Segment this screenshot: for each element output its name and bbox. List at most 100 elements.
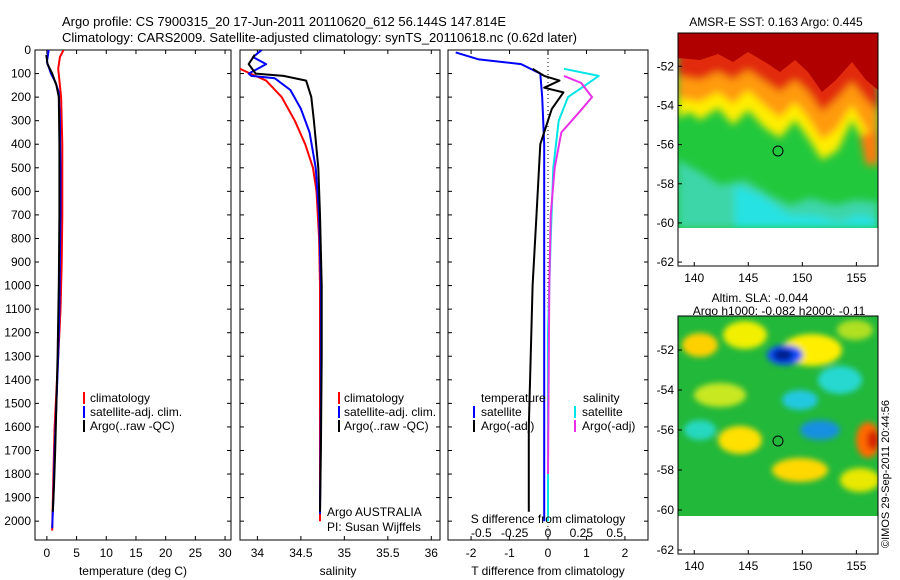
s-difference-tick-label: 0.25: [570, 526, 594, 540]
sst-map-axes: 140 145 150 155 -52 -54 -56 -58 -60 -62: [657, 59, 867, 285]
depth-tick-label: 0: [24, 43, 31, 57]
x-tick-label: 0: [44, 546, 51, 560]
s-difference-tick-label: 0: [545, 526, 552, 540]
series-line-salinity-argo-adj: [547, 74, 593, 475]
series-line-temperature-satellite: [455, 51, 546, 522]
legend-label: satellite: [582, 405, 623, 419]
longitude-tick-label: 145: [738, 559, 758, 573]
temperature-x-label: temperature (deg C): [79, 564, 187, 578]
depth-tick-label: 1800: [4, 467, 31, 481]
principal-investigator-annotation: PI: Susan Wijffels: [327, 520, 421, 534]
x-tick-label: 30: [218, 546, 232, 560]
depth-tick-label: 1400: [4, 373, 31, 387]
temperature-series: [45, 50, 65, 531]
depth-tick-label: 200: [11, 90, 31, 104]
depth-tick-label: 1500: [4, 396, 31, 410]
latitude-tick-label: -62: [657, 543, 675, 557]
legend-label: Argo(..raw -QC): [344, 419, 429, 433]
depth-tick-label: 500: [11, 161, 31, 175]
depth-tick-label: 1300: [4, 349, 31, 363]
longitude-tick-label: 155: [846, 559, 866, 573]
figure-subtitle: Climatology: CARS2009. Satellite-adjuste…: [62, 30, 577, 45]
depth-tick-label: 800: [11, 231, 31, 245]
depth-tick-label: 1700: [4, 443, 31, 457]
x-tick-label: 25: [189, 546, 203, 560]
salinity-x-axis: 34 34.5 35 35.5 36: [251, 50, 439, 560]
latitude-tick-label: -56: [657, 423, 675, 437]
latitude-tick-label: -60: [657, 216, 675, 230]
sst-heatmap: [678, 33, 878, 228]
depth-tick-label: 300: [11, 114, 31, 128]
series-line-temperature-argo-adj: [527, 67, 565, 512]
copyright-stamp: ©IMOS 29-Sep-2011 20:44:56: [880, 400, 892, 548]
latitude-tick-label: -52: [657, 59, 675, 73]
longitude-tick-label: 155: [846, 271, 866, 285]
t-difference-x-label: T difference from climatology: [471, 564, 625, 578]
s-difference-tick-label: -0.25: [501, 526, 529, 540]
legend-label: Argo(-adj): [481, 419, 534, 433]
legend-label: climatology: [90, 391, 150, 405]
depth-tick-label: 1100: [5, 302, 31, 316]
depth-tick-label: 1200: [4, 326, 31, 340]
depth-tick-label: 2000: [4, 514, 31, 528]
series-line-argo-raw-qc: [45, 54, 61, 512]
legend-label: Argo(-adj): [582, 419, 635, 433]
latitude-tick-label: -58: [657, 177, 675, 191]
figure-title: Argo profile: CS 7900315_20 17-Jun-2011 …: [62, 14, 507, 29]
sla-map-title: Altim. SLA: -0.044: [712, 291, 809, 305]
s-difference-x-label: S difference from climatology: [471, 512, 626, 526]
x-tick-label: 35: [338, 546, 352, 560]
x-tick-label: 15: [129, 546, 143, 560]
salinity-legend: climatology satellite-adj. clim. Argo(..…: [338, 391, 436, 433]
latitude-tick-label: -54: [657, 383, 675, 397]
s-difference-tick-label: -0.5: [471, 526, 492, 540]
x-tick-label: -2: [466, 546, 477, 560]
x-tick-label: -1: [504, 546, 515, 560]
sla-map-axes: 140 145 150 155 -52 -54 -56 -58 -60 -62: [657, 343, 867, 573]
x-tick-label: 10: [100, 546, 114, 560]
sla-heatmap: [678, 316, 878, 516]
argo-location-marker: [772, 145, 784, 157]
x-tick-label: 20: [159, 546, 173, 560]
depth-tick-label: 700: [11, 208, 31, 222]
depth-axis: 0 100 200 300 400 500 600 700 800 900 1000 1100 1200…: [4, 43, 648, 528]
longitude-tick-label: 140: [684, 271, 704, 285]
t-difference-x-axis: -2 -1 0 1 2: [466, 50, 629, 560]
latitude-tick-label: -60: [657, 503, 675, 517]
longitude-tick-label: 140: [684, 559, 704, 573]
sla-map-frame: [677, 315, 879, 555]
latitude-tick-label: -58: [657, 463, 675, 477]
legend-label: satellite-adj. clim.: [90, 405, 182, 419]
depth-tick-label: 1900: [4, 491, 31, 505]
depth-tick-label: 600: [11, 184, 31, 198]
depth-tick-label: 100: [11, 67, 31, 81]
x-tick-label: 1: [583, 546, 590, 560]
sla-map-subtitle: Argo h1000: -0.082 h2000: -0.11: [693, 304, 866, 318]
x-tick-label: 34.5: [289, 546, 313, 560]
x-tick-label: 0: [545, 546, 552, 560]
legend-group-title: salinity: [583, 391, 620, 405]
x-tick-label: 36: [425, 546, 439, 560]
x-tick-label: 35.5: [376, 546, 400, 560]
temperature-x-axis: 0 5 10 15 20 25 30: [44, 50, 232, 560]
depth-tick-label: 400: [11, 137, 31, 151]
longitude-tick-label: 150: [792, 271, 812, 285]
legend-label: satellite: [481, 405, 522, 419]
series-line-climatology: [240, 67, 321, 522]
latitude-tick-label: -54: [657, 98, 675, 112]
longitude-tick-label: 150: [792, 559, 812, 573]
legend-group-title: temperature: [481, 391, 546, 405]
temperature-legend: climatology satellite-adj. clim. Argo(..…: [83, 391, 182, 433]
latitude-tick-label: -56: [657, 138, 675, 152]
latitude-tick-label: -62: [657, 255, 675, 269]
sst-map-frame: [677, 32, 879, 267]
x-tick-label: 34: [251, 546, 265, 560]
depth-tick-label: 1000: [4, 279, 31, 293]
latitude-tick-label: -52: [657, 343, 675, 357]
x-tick-label: 5: [73, 546, 80, 560]
s-difference-tick-label: 0.5: [606, 526, 623, 540]
argo-location-marker: [772, 435, 784, 447]
legend-label: satellite-adj. clim.: [344, 405, 436, 419]
series-line-salinity-satellite: [547, 67, 600, 522]
